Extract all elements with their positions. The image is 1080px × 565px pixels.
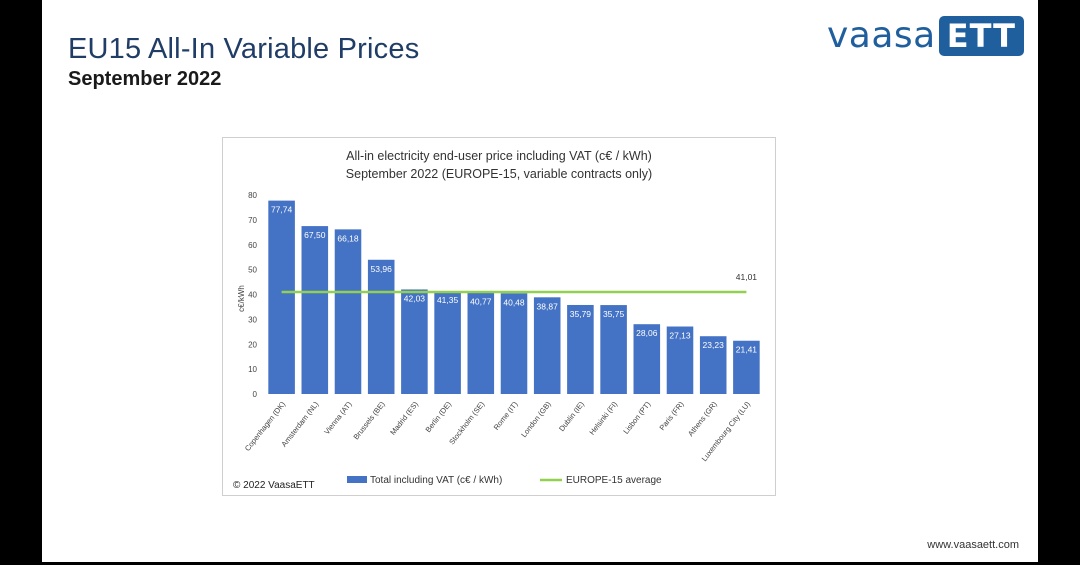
chart-subtitle: September 2022 (EUROPE-15, variable cont… [346,167,652,181]
x-tick-label: Helsinki (FI) [587,399,619,436]
bar-12 [633,324,661,394]
chart-title: All-in electricity end-user price includ… [346,149,652,163]
y-tick-label: 70 [248,216,257,225]
bar-value-label: 38,87 [537,301,559,311]
legend-label-bars: Total including VAT (c€ / kWh) [370,475,502,486]
x-tick-label: Vienna (AT) [322,399,354,436]
x-tick-label: Lisbon (PT) [621,399,652,435]
x-tick-label: London (GB) [519,399,553,439]
bar-value-label: 27,13 [669,331,691,341]
bar-7 [467,292,495,394]
bar-10 [567,304,594,394]
website-url: www.vaasaett.com [927,539,1019,551]
bar-value-label: 66,18 [337,233,359,243]
bar-value-label: 41,35 [437,295,459,305]
x-tick-label: Madrid (ES) [388,399,420,436]
bar-value-label: 35,79 [570,309,592,319]
bar-value-label: 67,50 [304,230,326,240]
bar-15 [733,340,760,394]
x-tick-label: Athens (GR) [686,399,719,438]
bar-value-label: 23,23 [703,340,725,350]
average-value-label: 41,01 [736,272,758,282]
bar-9 [533,297,561,394]
x-tick-label: Stockholm (SE) [447,399,486,446]
chart-container: All-in electricity end-user price includ… [222,137,776,496]
bar-13 [666,326,694,394]
x-tick-label: Paris (FR) [657,399,685,432]
x-tick-label: Berlin (DE) [423,399,453,434]
bar-5 [401,289,428,394]
bar-value-label: 77,74 [271,205,293,215]
y-tick-label: 80 [248,191,257,200]
bar-6 [434,291,461,394]
bar-3 [334,229,362,394]
copyright-text: © 2022 VaasaETT [233,480,315,491]
legend-swatch-bars [347,476,367,483]
bar-11 [600,305,627,394]
x-tick-label: Dublin (IE) [557,399,586,433]
y-tick-label: 20 [248,340,257,349]
bar-value-label: 42,03 [404,293,426,303]
logo-word: vaasa [827,15,936,56]
x-tick-label: Rome (IT) [492,399,520,432]
y-axis-label: c€/kWh [237,285,246,312]
legend-label-average: EUROPE-15 average [566,475,662,486]
bar-value-label: 53,96 [371,264,393,274]
bar-2 [301,226,329,394]
bar-value-label: 21,41 [736,345,758,355]
y-tick-label: 10 [248,365,257,374]
y-tick-label: 0 [253,390,258,399]
bar-14 [699,336,727,394]
x-tick-label: Brussels (BE) [351,399,387,441]
bar-value-label: 40,77 [470,297,492,307]
page-subtitle: September 2022 [68,68,222,90]
bar-chart: All-in electricity end-user price includ… [237,149,760,486]
vaasaett-logo: vaasa ETT [827,14,1024,58]
bar-1 [268,200,295,394]
y-tick-label: 60 [248,241,257,250]
bar-4 [367,259,395,394]
bar-value-label: 35,75 [603,309,625,319]
slide: EU15 All-In Variable Prices September 20… [42,0,1038,562]
bar-value-label: 40,48 [503,297,525,307]
logo-box: ETT [938,16,1024,56]
bar-8 [500,293,528,394]
bar-value-label: 28,06 [636,328,658,338]
page-title: EU15 All-In Variable Prices [68,33,420,65]
y-tick-label: 50 [248,266,257,275]
y-tick-label: 40 [248,291,257,300]
y-tick-label: 30 [248,315,257,324]
